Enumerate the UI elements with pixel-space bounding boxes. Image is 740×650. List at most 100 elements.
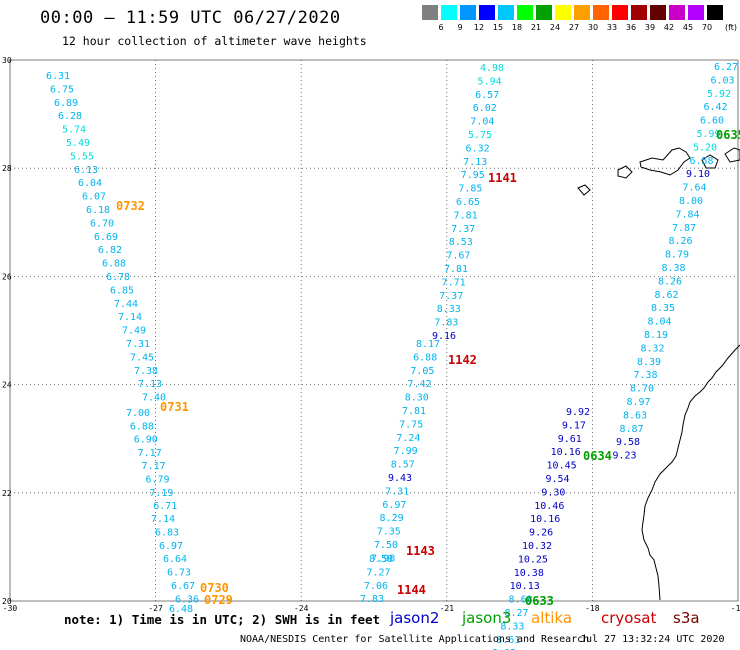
wave-height-label: 6.32 — [466, 143, 490, 154]
wave-height-label: 8.70 — [630, 384, 654, 395]
wave-height-label: 7.00 — [126, 408, 150, 419]
wave-height-label: 8.58 — [369, 554, 393, 565]
wave-height-label: 4.98 — [480, 63, 504, 74]
wave-height-label: 10.45 — [547, 461, 577, 472]
pass-time-label: 1143 — [406, 544, 435, 558]
wave-height-label: 6.02 — [473, 103, 497, 114]
wave-height-label: 5.20 — [693, 142, 717, 153]
wave-height-label: 6.13 — [74, 165, 98, 176]
wave-height-label: 8.33 — [437, 304, 461, 315]
wave-height-label: 8.27 — [504, 608, 528, 619]
canary-island-small-1 — [617, 165, 633, 179]
colorbar-swatch — [669, 5, 686, 20]
canary-island-small-3 — [701, 154, 719, 169]
pass-time-label: 1141 — [488, 171, 517, 185]
colorbar-swatch — [441, 5, 458, 20]
colorbar-tick-label: 12 — [473, 23, 485, 32]
map-subtitle: 12 hour collection of altimeter wave hei… — [62, 34, 367, 48]
wave-height-label: 7.04 — [470, 117, 494, 128]
longitude-tick-label: -24 — [294, 604, 309, 613]
wave-height-label: 6.89 — [54, 98, 78, 109]
wave-height-label: 7.49 — [122, 326, 146, 337]
wave-height-label: 7.75 — [399, 419, 423, 430]
wave-height-label: 8.39 — [637, 357, 661, 368]
wave-height-label: 7.81 — [454, 210, 478, 221]
longitude-tick-label: -30 — [3, 604, 18, 613]
pass-time-label: 0633 — [525, 594, 554, 608]
wave-height-label: 6.88 — [102, 259, 126, 270]
pass-time-label: 0732 — [116, 199, 145, 213]
wave-height-label: 7.44 — [114, 299, 138, 310]
canary-island-small-4 — [724, 147, 740, 163]
wave-height-label: 6.88 — [130, 421, 154, 432]
wave-height-label: 9.54 — [545, 474, 569, 485]
wave-height-label: 8.57 — [391, 460, 415, 471]
wave-height-label: 8.26 — [668, 236, 692, 247]
wave-height-label: 8.19 — [644, 330, 668, 341]
map-title: 00:00 – 11:59 UTC 06/27/2020 — [40, 8, 341, 28]
colorbar-tick-label: 70 — [701, 23, 713, 32]
wave-height-label: 8.97 — [626, 397, 650, 408]
wave-height-label: 6.83 — [155, 527, 179, 538]
longitude-tick-label: -27 — [148, 604, 163, 613]
wave-height-label: 7.24 — [396, 433, 420, 444]
satellite-legend-cryosat: cryosat — [601, 609, 657, 627]
wave-height-label: 6.69 — [94, 232, 118, 243]
colorbar-tick-label: 9 — [457, 23, 463, 32]
wave-height-label: 6.18 — [86, 205, 110, 216]
wave-height-label: 6.65 — [456, 197, 480, 208]
wave-height-label: 7.64 — [682, 183, 706, 194]
wave-height-label: 9.16 — [432, 331, 456, 342]
wave-height-label: 6.78 — [106, 272, 130, 283]
wave-height-label: 6.04 — [78, 178, 102, 189]
wave-height-label: 6.70 — [90, 218, 114, 229]
wave-height-label: 6.60 — [700, 116, 724, 127]
wave-height-label: 8.30 — [405, 393, 429, 404]
wave-height-label: 7.27 — [366, 567, 390, 578]
pass-time-label: 0731 — [160, 400, 189, 414]
colorbar-swatch — [650, 5, 667, 20]
wave-height-label: 6.07 — [82, 192, 106, 203]
colorbar-tick-label: 21 — [530, 23, 542, 32]
colorbar-unit-label: (ft) — [724, 23, 738, 32]
wave-height-label: 7.81 — [444, 264, 468, 275]
wave-height-label: 7.37 — [451, 224, 475, 235]
colorbar-tick-label: 15 — [492, 23, 504, 32]
wave-height-label: 5.49 — [66, 138, 90, 149]
latitude-tick-label: 26 — [2, 272, 12, 281]
wave-height-label: 6.75 — [50, 84, 74, 95]
pass-time-label: 0634 — [583, 449, 612, 463]
colorbar-swatch — [422, 5, 439, 20]
wave-height-label: 7.40 — [142, 393, 166, 404]
wave-height-label: 7.83 — [360, 594, 384, 605]
wave-height-label: 6.42 — [703, 102, 727, 113]
wave-height-label: 7.71 — [442, 277, 466, 288]
colorbar-swatch — [460, 5, 477, 20]
wave-height-label: 7.37 — [439, 291, 463, 302]
pass-time-label: 1142 — [448, 353, 477, 367]
wave-height-label: 6.67 — [171, 581, 195, 592]
colorbar-swatch — [536, 5, 553, 20]
wave-height-label: 8.29 — [380, 513, 404, 524]
colorbar-tick-label: 45 — [682, 23, 694, 32]
wave-height-label: 10.16 — [551, 447, 581, 458]
wave-height-label: 7.13 — [463, 157, 487, 168]
wave-height-label: 7.14 — [118, 312, 142, 323]
satellite-legend-jason3: jason3 — [462, 609, 512, 627]
wave-height-label: 8.17 — [416, 339, 440, 350]
credit-line: NOAA/NESDIS Center for Satellite Applica… — [240, 634, 590, 645]
wave-height-label: 7.67 — [446, 251, 470, 262]
wave-height-label: 6.27 — [714, 62, 738, 73]
colorbar-swatch — [555, 5, 572, 20]
wave-height-label: 6.48 — [169, 604, 193, 615]
wave-height-label: 6.36 — [175, 594, 199, 605]
wave-height-label: 7.98 — [371, 553, 395, 564]
footer-note: note: 1) Time is in UTC; 2) SWH is in fe… — [64, 612, 381, 627]
altimeter-tracks: 6.31 6.75 6.89 6.28 5.74 5.49 5.55 6.13 6.04 6.07… — [46, 62, 740, 650]
wave-height-label: 8.26 — [658, 276, 682, 287]
colorbar-tick-label: 24 — [549, 23, 561, 32]
pass-time-label: 0729 — [204, 593, 233, 607]
wave-height-label: 9.30 — [541, 487, 565, 498]
wave-height-label: 10.13 — [510, 581, 540, 592]
